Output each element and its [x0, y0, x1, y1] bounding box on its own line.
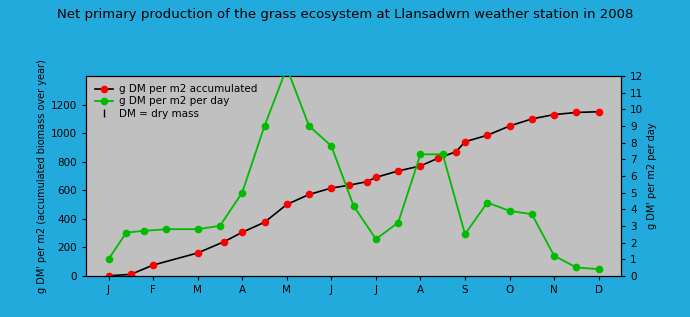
Text: Net primary production of the grass ecosystem at Llansadwrn weather station in 2: Net primary production of the grass ecos…: [57, 8, 633, 21]
Y-axis label: g DM' per m2 (accumulated biomass over year): g DM' per m2 (accumulated biomass over y…: [37, 59, 47, 293]
Y-axis label: g DM' per m2 per day: g DM' per m2 per day: [647, 123, 658, 229]
Legend: g DM per m2 accumulated, g DM per m2 per day, DM = dry mass: g DM per m2 accumulated, g DM per m2 per…: [92, 81, 260, 122]
